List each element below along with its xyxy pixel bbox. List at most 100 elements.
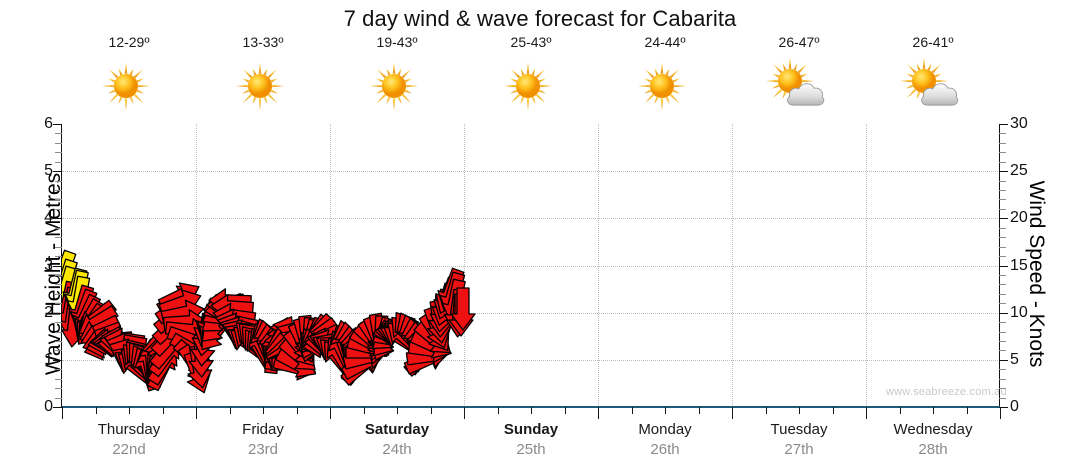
day-header-monday: 24-44º (598, 34, 732, 122)
y-tick-left (53, 312, 62, 314)
x-tick-minor (698, 407, 700, 414)
y-tick-minor-right (999, 340, 1006, 342)
x-tick-minor (799, 407, 800, 414)
day-date: 26th (650, 441, 680, 458)
y-tick-minor-right (999, 303, 1006, 305)
y-tick-minor-right (999, 237, 1006, 239)
day-footer-sunday: Sunday 25th (464, 420, 598, 460)
y-tick-right (999, 171, 1008, 173)
y-tick-minor-right (999, 369, 1006, 371)
y-tick-label-right: 30 (1010, 115, 1028, 132)
x-tick-minor (765, 407, 767, 414)
x-tick-major (330, 407, 331, 419)
y-tick-minor-left (55, 133, 62, 135)
y-tick-minor-left (55, 340, 62, 342)
y-tick-minor-left (55, 199, 62, 201)
y-tick-minor-left (55, 274, 62, 276)
x-tick-minor (129, 407, 130, 414)
day-header-sunday: 25-43º (464, 34, 598, 122)
gridline-horizontal (62, 171, 1000, 173)
day-header-tuesday: 26-47º (732, 34, 866, 122)
day-name: Thursday (97, 421, 161, 438)
gridline-vertical (464, 124, 465, 407)
y-tick-left (53, 407, 62, 408)
y-tick-left (53, 265, 62, 267)
y-tick-minor-right (999, 227, 1006, 229)
gridline-vertical (866, 124, 867, 407)
day-name: Wednesday (893, 421, 973, 438)
day-footer-saturday: Saturday 24th (330, 420, 464, 460)
plot-area: www.seabreeze.com.au (62, 124, 1007, 407)
x-tick-major (1000, 407, 1001, 419)
y-tick-minor-right (999, 142, 1006, 144)
y-tick-minor-right (999, 274, 1006, 276)
partly-cloudy-icon (765, 56, 830, 116)
x-tick-major (732, 407, 733, 419)
y-tick-label-right: 25 (1010, 162, 1028, 180)
y-tick-label-left: 1 (44, 350, 53, 368)
sunny-icon (232, 58, 294, 116)
y-tick-minor-left (55, 378, 62, 380)
y-tick-label-left: 2 (44, 303, 53, 321)
y-tick-label-left: 5 (44, 162, 53, 180)
gridline-horizontal (62, 359, 1000, 361)
y-tick-left (53, 359, 62, 361)
y-tick-minor-left (55, 256, 62, 258)
day-date: 28th (918, 441, 948, 458)
y-tick-minor-right (999, 133, 1006, 135)
y-tick-minor-right (999, 256, 1006, 258)
y-tick-left (53, 171, 62, 173)
x-tick-minor (430, 407, 432, 414)
y-tick-minor-right (999, 331, 1006, 333)
y-tick-left (53, 218, 62, 220)
x-tick-major (866, 407, 867, 419)
y-tick-minor-right (999, 397, 1006, 399)
wind-arrow-layer (62, 124, 1000, 407)
day-name: Friday (242, 421, 284, 438)
x-tick-minor (229, 407, 231, 414)
day-date: 25th (516, 441, 546, 458)
day-date: 23rd (247, 441, 279, 458)
y-tick-right (999, 265, 1008, 267)
x-tick-major (598, 407, 599, 419)
y-tick-minor-right (999, 152, 1006, 154)
y-tick-right (999, 124, 1008, 125)
y-tick-minor-left (55, 246, 62, 248)
page-title: 7 day wind & wave forecast for Cabarita (343, 6, 737, 31)
y-tick-minor-left (55, 180, 62, 182)
day-header-strip: 12-29º 13-33º 19-43º (62, 34, 1000, 122)
day-name: Saturday (364, 421, 430, 438)
gridline-horizontal (62, 265, 1000, 267)
sunny-icon (366, 58, 428, 116)
y-tick-minor-right (999, 161, 1006, 163)
y-tick-minor-right (999, 284, 1006, 286)
y-tick-minor-left (55, 397, 62, 399)
day-header-friday: 13-33º (196, 34, 330, 122)
day-header-wednesday: 26-41º (866, 34, 1000, 122)
day-temperature-range: 13-33º (242, 34, 284, 50)
y-tick-minor-left (55, 237, 62, 239)
gridline-horizontal (62, 312, 1000, 314)
gridline-vertical (732, 124, 733, 407)
y-tick-minor-left (55, 208, 62, 210)
y-tick-label-left: 6 (44, 115, 53, 132)
y-tick-minor-left (55, 322, 62, 324)
x-tick-minor (531, 407, 532, 414)
day-header-thursday: 12-29º (62, 34, 196, 122)
y-tick-right (999, 359, 1008, 361)
day-footer-tuesday: Tuesday 27th (732, 420, 866, 460)
y-tick-minor-left (55, 284, 62, 286)
day-footer-monday: Monday 26th (598, 420, 732, 460)
y-tick-minor-left (55, 303, 62, 305)
y-tick-label-left: 0 (44, 398, 53, 415)
y-tick-minor-left (55, 161, 62, 163)
day-name: Sunday (503, 421, 559, 438)
x-tick-minor (363, 407, 365, 414)
day-footer-wednesday: Wednesday 28th (866, 420, 1000, 460)
y-tick-right (999, 218, 1008, 220)
y-tick-minor-right (999, 190, 1006, 192)
x-tick-minor (933, 407, 934, 414)
partly-cloudy-icon (899, 56, 964, 116)
x-tick-major (196, 407, 197, 419)
day-temperature-range: 12-29º (108, 34, 150, 50)
